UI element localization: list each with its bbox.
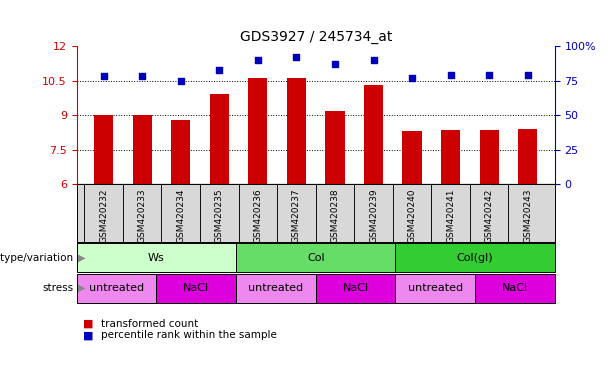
Bar — [94, 115, 113, 184]
Point — [176, 78, 186, 84]
Bar — [479, 130, 499, 184]
Text: GSM420237: GSM420237 — [292, 188, 301, 243]
Point — [253, 57, 263, 63]
Text: ■: ■ — [83, 330, 93, 340]
Text: NaCl: NaCl — [343, 283, 368, 293]
Point — [523, 72, 533, 78]
Text: GSM420235: GSM420235 — [215, 188, 224, 243]
Text: GSM420240: GSM420240 — [408, 188, 417, 243]
Point — [368, 57, 378, 63]
Bar — [287, 78, 306, 184]
Text: ■: ■ — [83, 319, 93, 329]
Bar — [326, 111, 345, 184]
Text: untreated: untreated — [248, 283, 303, 293]
Bar — [364, 85, 383, 184]
Bar — [403, 131, 422, 184]
Text: GSM420241: GSM420241 — [446, 188, 455, 243]
Bar — [518, 129, 538, 184]
Text: GSM420242: GSM420242 — [485, 188, 493, 243]
Text: stress: stress — [42, 283, 74, 293]
Text: untreated: untreated — [408, 283, 463, 293]
Text: Col(gl): Col(gl) — [457, 253, 493, 263]
Bar — [441, 130, 460, 184]
Text: GSM420233: GSM420233 — [138, 188, 147, 243]
Point — [484, 72, 494, 78]
Title: GDS3927 / 245734_at: GDS3927 / 245734_at — [240, 30, 392, 44]
Point — [137, 73, 147, 79]
Point — [99, 73, 109, 79]
Text: NaCl: NaCl — [502, 283, 528, 293]
Point — [407, 75, 417, 81]
Text: GSM420232: GSM420232 — [99, 188, 108, 243]
Bar — [248, 78, 267, 184]
Text: genotype/variation: genotype/variation — [0, 253, 74, 263]
Text: GSM420239: GSM420239 — [369, 188, 378, 243]
Text: ▶: ▶ — [78, 253, 85, 263]
Text: GSM420243: GSM420243 — [524, 188, 532, 243]
Text: GSM420234: GSM420234 — [176, 188, 185, 243]
Text: ▶: ▶ — [78, 283, 85, 293]
Point — [330, 61, 340, 67]
Text: transformed count: transformed count — [101, 319, 199, 329]
Point — [292, 54, 302, 60]
Bar — [171, 120, 191, 184]
Point — [215, 66, 224, 73]
Text: untreated: untreated — [89, 283, 144, 293]
Text: GSM420238: GSM420238 — [330, 188, 340, 243]
Text: percentile rank within the sample: percentile rank within the sample — [101, 330, 277, 340]
Text: Col: Col — [307, 253, 324, 263]
Bar — [210, 94, 229, 184]
Point — [446, 72, 455, 78]
Text: NaCl: NaCl — [183, 283, 209, 293]
Text: GSM420236: GSM420236 — [253, 188, 262, 243]
Text: Ws: Ws — [148, 253, 165, 263]
Bar — [132, 115, 152, 184]
